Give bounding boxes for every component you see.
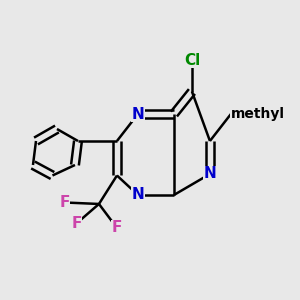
Text: N: N (203, 167, 216, 182)
Text: methyl: methyl (231, 107, 285, 121)
Text: F: F (112, 220, 122, 236)
Text: F: F (59, 195, 70, 210)
Text: N: N (132, 106, 144, 122)
Text: Cl: Cl (184, 52, 200, 68)
Text: N: N (132, 188, 144, 202)
Text: F: F (71, 216, 82, 231)
